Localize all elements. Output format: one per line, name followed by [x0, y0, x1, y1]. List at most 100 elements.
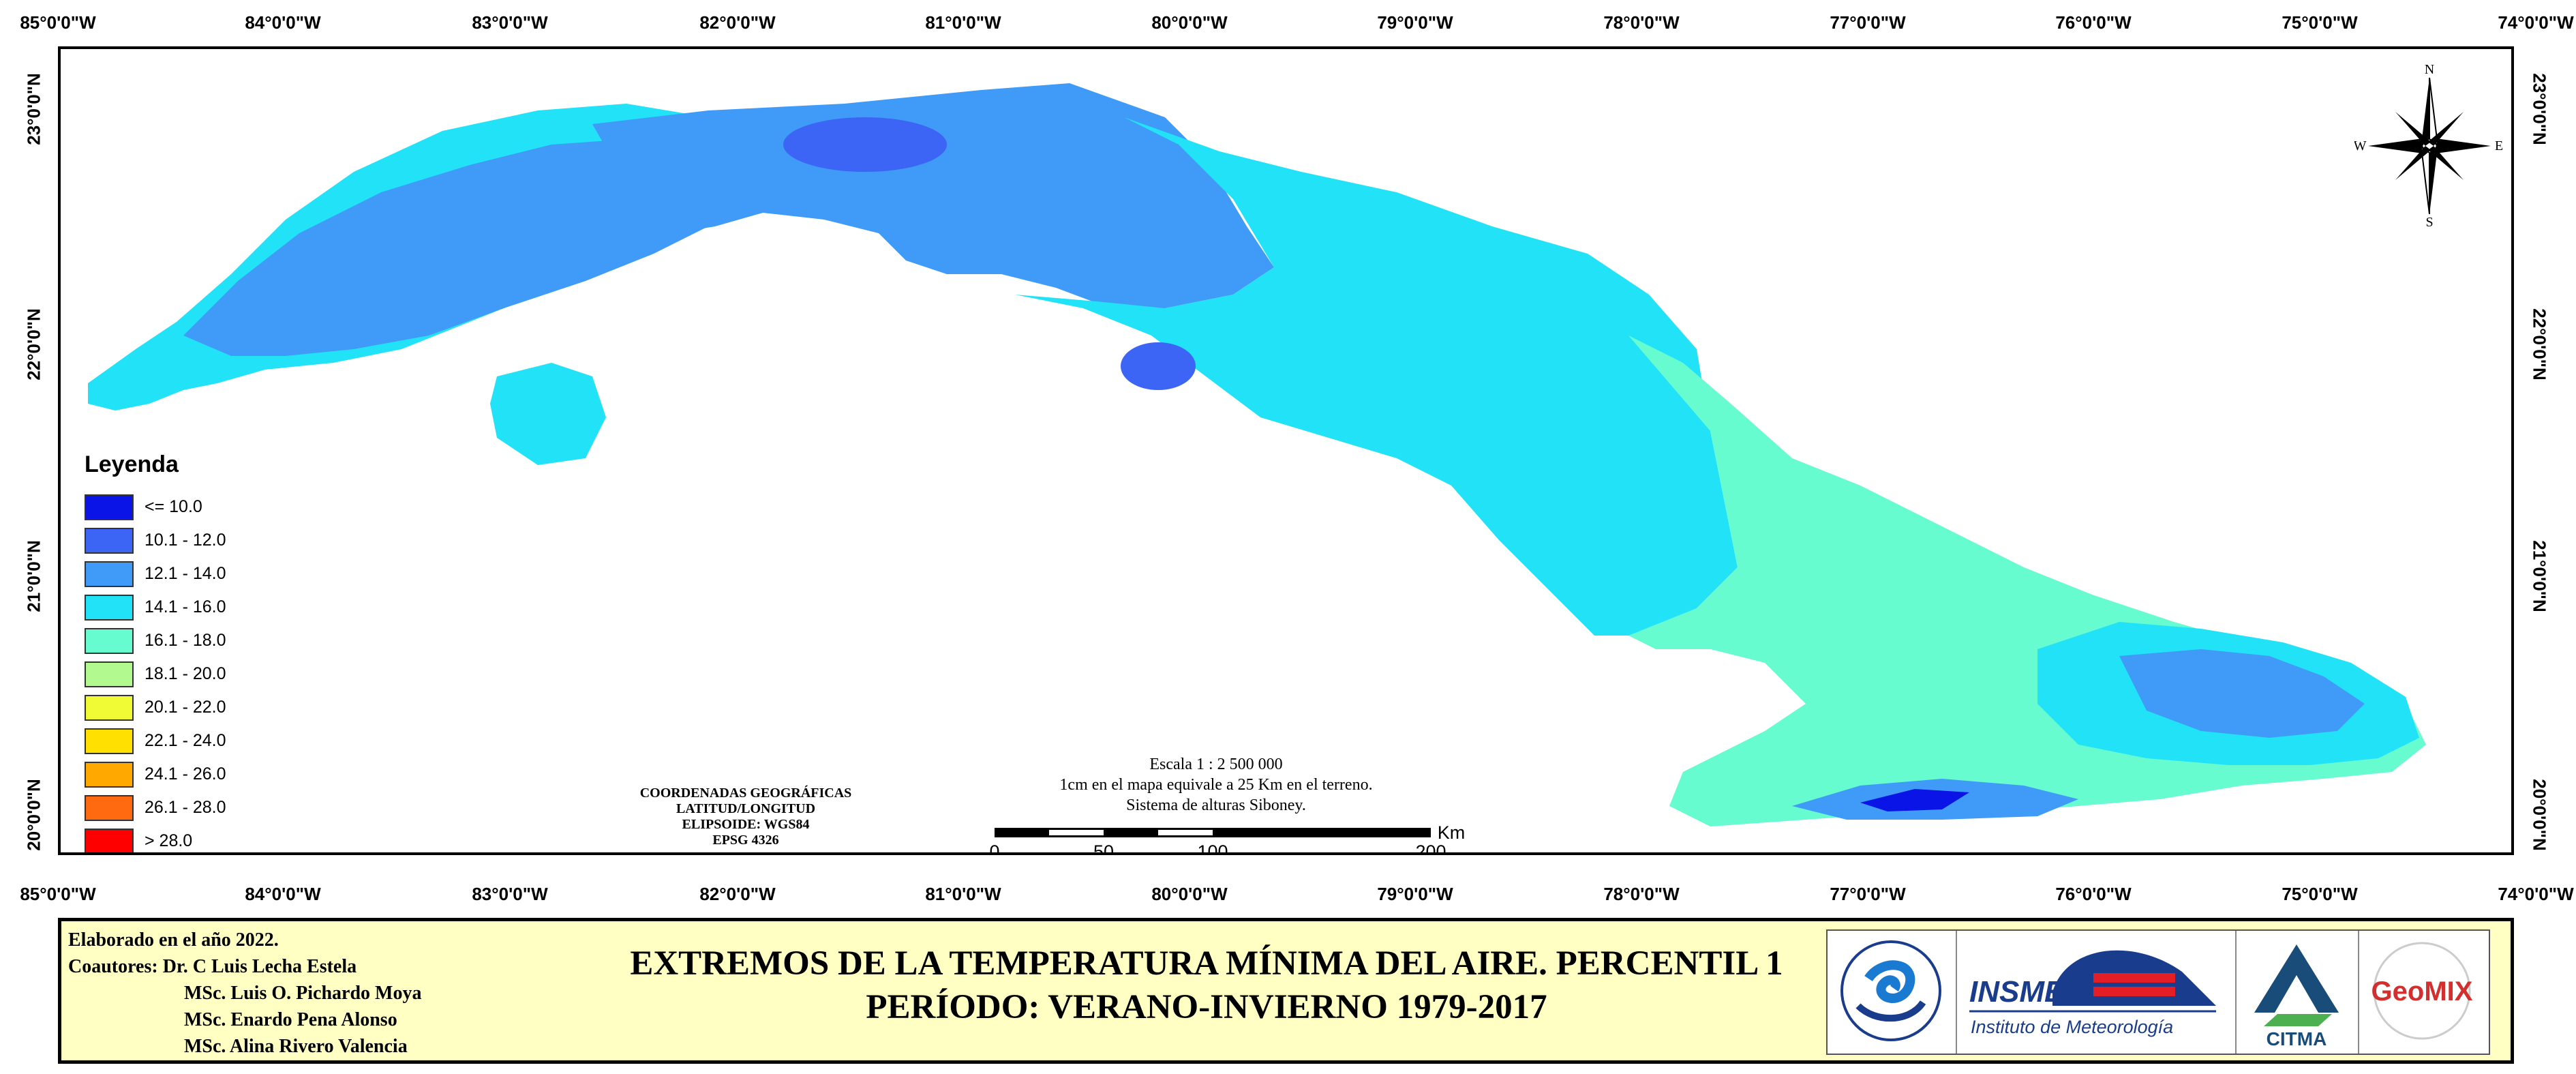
lon-label-top-7: 78°0'0"W: [1603, 12, 1680, 33]
lon-label-top-2: 83°0'0"W: [472, 12, 548, 33]
lat-label-left-3: 20°0'0"N: [23, 779, 44, 851]
lon-label-bottom-1: 84°0'0"W: [245, 884, 321, 904]
logos: INSMET Instituto de Meteorología CITMA G…: [1826, 929, 2490, 1055]
compass-w: W: [2354, 138, 2367, 153]
lon-label-top-4: 81°0'0"W: [925, 12, 1001, 33]
coords-line2: LATITUD/LONGITUD: [676, 801, 816, 816]
credits-coauthor-3: MSc. Enardo Pena Alonso: [184, 1009, 397, 1030]
legend-swatch: [85, 694, 134, 721]
legend-swatch: [85, 627, 134, 654]
citma-text: CITMA: [2267, 1028, 2327, 1049]
legend-title: Leyenda: [85, 451, 179, 477]
insmet-sub: Instituto de Meteorología: [1971, 1017, 2173, 1037]
lon-label-top-10: 75°0'0"W: [2282, 12, 2358, 33]
lon-label-top-0: 85°0'0"W: [20, 12, 96, 33]
zone-10-12-north: [783, 117, 947, 172]
map-frame: Leyenda <= 10.0 10.1 - 12.0 12.1 - 14.0 14.…: [58, 46, 2514, 855]
legend-label: 10.1 - 12.0: [145, 531, 226, 550]
lat-label-left-2: 21°0'0"N: [23, 540, 44, 612]
geomix-logo: GeoMIX: [2359, 931, 2486, 1054]
scale-unit: Km: [1437, 822, 1466, 843]
legend-item: 10.1 - 12.0: [85, 524, 316, 557]
credits-coauthor-4: MSc. Alina Rivero Valencia: [184, 1036, 408, 1057]
legend-item: 20.1 - 22.0: [85, 691, 316, 724]
legend-item: > 28.0: [85, 824, 316, 852]
citma-logo: CITMA: [2237, 931, 2359, 1054]
scale-line1: Escala 1 : 2 500 000: [1149, 756, 1283, 773]
legend-item: 12.1 - 14.0: [85, 557, 316, 591]
scale-info: Escala 1 : 2 500 000 1cm en el mapa equi…: [984, 754, 1448, 816]
lon-label-bottom-4: 81°0'0"W: [925, 884, 1001, 904]
scale-line3: Sistema de alturas Siboney.: [1126, 796, 1306, 814]
meteo-logo: [1828, 931, 1957, 1054]
legend-label: 24.1 - 26.0: [145, 764, 226, 784]
legend-item: <= 10.0: [85, 490, 316, 524]
compass-s: S: [2425, 215, 2433, 228]
legend-swatch: [85, 761, 134, 788]
lon-label-bottom-8: 77°0'0"W: [1830, 884, 1906, 904]
lon-label-top-9: 76°0'0"W: [2055, 12, 2132, 33]
legend-label: 16.1 - 18.0: [145, 631, 226, 650]
lon-label-top-6: 79°0'0"W: [1377, 12, 1453, 33]
lon-label-bottom-5: 80°0'0"W: [1151, 884, 1228, 904]
scale-line2: 1cm en el mapa equivale a 25 Km en el te…: [1059, 776, 1373, 794]
lon-label-bottom-10: 75°0'0"W: [2282, 884, 2358, 904]
scale-bar: Km 0 50 100 200: [989, 822, 1472, 855]
lon-label-bottom-11: 74°0'0"W: [2498, 884, 2574, 904]
legend-item: 26.1 - 28.0: [85, 791, 316, 824]
lon-label-bottom-0: 85°0'0"W: [20, 884, 96, 904]
credits-coauthor-1: Coautores: Dr. C Luis Lecha Estela: [68, 956, 357, 977]
scale-tick-50: 50: [1093, 841, 1115, 855]
cuba-temperature-map: [88, 83, 2426, 826]
zone-10-12-escambray: [1121, 342, 1196, 390]
map-title: EXTREMOS DE LA TEMPERATURA MÍNIMA DEL AI…: [539, 942, 1875, 1029]
legend-swatch: [85, 561, 134, 587]
north-arrow-compass: N S E W: [2354, 64, 2503, 228]
lon-label-bottom-2: 83°0'0"W: [472, 884, 548, 904]
zone-12-14-central: [592, 83, 1274, 308]
legend: Leyenda <= 10.0 10.1 - 12.0 12.1 - 14.0 14.…: [85, 451, 316, 852]
legend-label: 12.1 - 14.0: [145, 564, 226, 583]
lat-label-left-1: 22°0'0"N: [23, 308, 44, 381]
legend-swatch: [85, 494, 134, 520]
legend-swatch: [85, 661, 134, 687]
scale-tick-200: 200: [1415, 841, 1446, 855]
legend-item: 22.1 - 24.0: [85, 724, 316, 758]
lon-label-bottom-9: 76°0'0"W: [2055, 884, 2132, 904]
legend-item: 14.1 - 16.0: [85, 591, 316, 624]
legend-swatch: [85, 728, 134, 754]
coords-line1: COORDENADAS GEOGRÁFICAS: [639, 786, 852, 801]
legend-label: 22.1 - 24.0: [145, 731, 226, 750]
lon-label-top-1: 84°0'0"W: [245, 12, 321, 33]
zone-12-14-east: [2119, 649, 2365, 738]
credits: Elaborado en el año 2022. Coautores: Dr.…: [68, 927, 421, 1060]
credits-coauthor-2: MSc. Luis O. Pichardo Moya: [184, 983, 422, 1004]
insmet-logo: INSMET Instituto de Meteorología: [1957, 931, 2237, 1054]
lon-label-bottom-6: 79°0'0"W: [1377, 884, 1453, 904]
coords-line3: ELIPSOIDE: WGS84: [682, 817, 810, 832]
legend-label: > 28.0: [145, 831, 193, 850]
legend-item: 16.1 - 18.0: [85, 624, 316, 657]
compass-e: E: [2495, 138, 2503, 153]
legend-item: 24.1 - 26.0: [85, 758, 316, 791]
zone-14-16-isla: [490, 363, 606, 465]
coords-line4: EPSG 4326: [712, 833, 779, 848]
lon-label-top-3: 82°0'0"W: [699, 12, 776, 33]
map-title-line1: EXTREMOS DE LA TEMPERATURA MÍNIMA DEL AI…: [630, 944, 1783, 983]
lat-label-right-3: 20°0'0"N: [2529, 779, 2550, 851]
legend-swatch: [85, 794, 134, 821]
scale-tick-100: 100: [1197, 841, 1228, 855]
geomix-text: GeoMIX: [2372, 976, 2473, 1006]
compass-n: N: [2425, 64, 2434, 77]
legend-label: 18.1 - 20.0: [145, 664, 226, 683]
lon-label-bottom-3: 82°0'0"W: [699, 884, 776, 904]
lat-label-right-0: 23°0'0"N: [2529, 73, 2550, 145]
legend-swatch: [85, 828, 134, 852]
legend-label: <= 10.0: [145, 497, 202, 516]
legend-swatch: [85, 527, 134, 554]
lon-label-bottom-7: 78°0'0"W: [1603, 884, 1680, 904]
legend-item: 18.1 - 20.0: [85, 657, 316, 691]
lat-label-left-0: 23°0'0"N: [23, 73, 44, 145]
lat-label-right-2: 21°0'0"N: [2529, 540, 2550, 612]
lon-label-top-5: 80°0'0"W: [1151, 12, 1228, 33]
